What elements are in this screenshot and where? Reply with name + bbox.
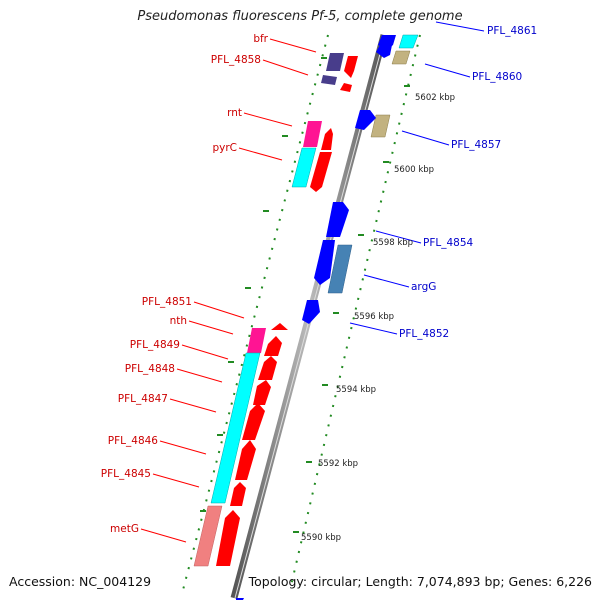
gene-label-argg: argG: [411, 281, 436, 293]
cds-pyrc: [310, 152, 332, 192]
cds-pfl4855: [326, 202, 349, 237]
cog-bars: [193, 34, 419, 567]
cog-bar-pfl4861: [398, 34, 419, 49]
cog-bar-argg: [327, 244, 353, 294]
cds-pfl4851: [271, 323, 288, 330]
cog-bar-pyrc: [291, 147, 317, 188]
gene-label-pfl4854: PFL_4854: [423, 237, 474, 249]
cog-bar-pfl4860: [391, 50, 411, 65]
gene-label-pfl4851: PFL_4851: [142, 296, 192, 308]
cds-pfl4845: [230, 482, 246, 506]
gene-label-pyrc: pyrC: [212, 142, 237, 154]
cds-pfl4857-b: [355, 110, 376, 130]
ruler-label-5594: 5594 kbp: [336, 385, 376, 395]
gene-label-rnt: rnt: [227, 107, 242, 119]
cog-bar-bfr: [326, 53, 344, 71]
cds-pfl4854: [314, 240, 335, 285]
cog-bar-pfl4858: [321, 75, 337, 85]
cds-pfl4860: [376, 45, 392, 58]
gene-label-bfr: bfr: [253, 33, 268, 45]
cds-pfl4847: [242, 403, 265, 440]
gene-label-pfl4848: PFL_4848: [125, 363, 175, 375]
gene-label-pfl4860: PFL_4860: [472, 71, 522, 83]
gene-label-pfl4861: PFL_4861: [487, 25, 537, 37]
gene-label-metg: metG: [110, 523, 139, 535]
gene-label-pfl4858: PFL_4858: [211, 54, 261, 66]
accession-text: Accession: NC_004129: [9, 574, 152, 589]
scale-ticks: [200, 57, 410, 533]
cds-pfl4848: [253, 380, 271, 405]
cog-bar-rnt: [303, 121, 322, 147]
label-leaders-right: [349, 21, 485, 335]
ruler-label-5600: 5600 kbp: [394, 165, 434, 175]
map-title: Pseudomonas fluorescens Pf-5, complete g…: [137, 9, 463, 24]
genome-stats-text: Topology: circular; Length: 7,074,893 bp…: [248, 574, 592, 589]
cds-pfl4846: [235, 440, 256, 480]
cds-rnt: [321, 128, 333, 150]
ruler-label-5598: 5598 kbp: [373, 238, 413, 248]
cds-bfr: [344, 56, 358, 78]
gene-label-pfl4849: PFL_4849: [130, 339, 180, 351]
cog-bar-nth: [247, 328, 266, 353]
cds-pfl4849: [258, 356, 277, 380]
ruler-label-5592: 5592 kbp: [318, 459, 358, 469]
gene-label-pfl4852: PFL_4852: [399, 328, 449, 340]
ruler-label-5602: 5602 kbp: [415, 93, 455, 103]
ruler-label-5596: 5596 kbp: [354, 312, 394, 322]
cog-bar-pfl4849-4845: [210, 352, 261, 504]
gene-label-pfl4845: PFL_4845: [101, 468, 151, 480]
ruler-label-5590: 5590 kbp: [301, 533, 341, 543]
gene-label-pfl4847: PFL_4847: [118, 393, 168, 405]
label-leaders-left: [140, 38, 317, 543]
cds-pfl4852: [302, 300, 320, 324]
cds-nth: [264, 336, 282, 356]
gene-labels-right: PFL_4861 PFL_4860 PFL_4857 PFL_4854 argG…: [399, 25, 537, 340]
gene-label-pfl4846: PFL_4846: [108, 435, 159, 447]
gene-label-nth: nth: [170, 315, 187, 327]
cog-bar-pfl4857: [370, 114, 391, 138]
cds-minus-strand: [216, 56, 358, 566]
gene-label-pfl4857: PFL_4857: [451, 139, 501, 151]
ruler-labels: 5602 kbp 5600 kbp 5598 kbp 5596 kbp 5594…: [301, 93, 455, 543]
cds-plus-strand: [236, 35, 396, 600]
cog-bar-metg: [193, 505, 223, 567]
cds-metg: [216, 510, 240, 566]
cds-pfl4858: [340, 83, 352, 92]
gene-labels-left: bfr PFL_4858 rnt pyrC PFL_4851 nth PFL_4…: [101, 33, 269, 535]
